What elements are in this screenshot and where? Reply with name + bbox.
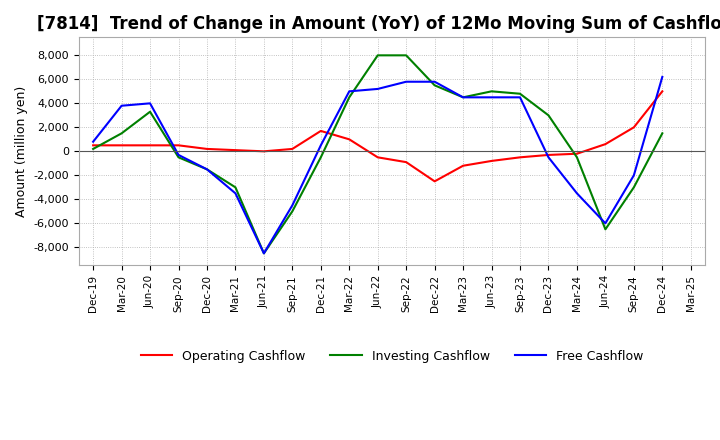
Investing Cashflow: [174, 155, 183, 160]
Investing Cashflow: [431, 83, 439, 88]
Free Cashflow: [89, 139, 97, 144]
Investing Cashflow: [374, 53, 382, 58]
Line: Free Cashflow: Free Cashflow: [93, 77, 662, 253]
Operating Cashflow: [601, 142, 610, 147]
Operating Cashflow: [345, 137, 354, 142]
Investing Cashflow: [145, 109, 154, 114]
Investing Cashflow: [317, 155, 325, 160]
Operating Cashflow: [572, 151, 581, 156]
Line: Investing Cashflow: Investing Cashflow: [93, 55, 662, 253]
Y-axis label: Amount (million yen): Amount (million yen): [15, 86, 28, 217]
Investing Cashflow: [516, 91, 524, 96]
Free Cashflow: [544, 155, 553, 160]
Investing Cashflow: [572, 155, 581, 160]
Operating Cashflow: [260, 149, 269, 154]
Operating Cashflow: [117, 143, 126, 148]
Investing Cashflow: [459, 95, 467, 100]
Free Cashflow: [260, 251, 269, 256]
Investing Cashflow: [658, 131, 667, 136]
Investing Cashflow: [629, 185, 638, 190]
Operating Cashflow: [516, 155, 524, 160]
Free Cashflow: [431, 79, 439, 84]
Free Cashflow: [374, 86, 382, 92]
Operating Cashflow: [89, 143, 97, 148]
Investing Cashflow: [345, 95, 354, 100]
Free Cashflow: [516, 95, 524, 100]
Free Cashflow: [231, 191, 240, 196]
Operating Cashflow: [374, 155, 382, 160]
Title: [7814]  Trend of Change in Amount (YoY) of 12Mo Moving Sum of Cashflows: [7814] Trend of Change in Amount (YoY) o…: [37, 15, 720, 33]
Free Cashflow: [402, 79, 410, 84]
Operating Cashflow: [629, 125, 638, 130]
Investing Cashflow: [487, 89, 496, 94]
Investing Cashflow: [288, 209, 297, 214]
Line: Operating Cashflow: Operating Cashflow: [93, 92, 662, 181]
Operating Cashflow: [317, 128, 325, 134]
Free Cashflow: [345, 89, 354, 94]
Operating Cashflow: [459, 163, 467, 169]
Free Cashflow: [288, 203, 297, 208]
Operating Cashflow: [544, 152, 553, 158]
Free Cashflow: [317, 143, 325, 148]
Investing Cashflow: [89, 146, 97, 151]
Investing Cashflow: [202, 167, 211, 172]
Investing Cashflow: [260, 251, 269, 256]
Free Cashflow: [572, 191, 581, 196]
Free Cashflow: [601, 221, 610, 226]
Operating Cashflow: [145, 143, 154, 148]
Investing Cashflow: [544, 113, 553, 118]
Free Cashflow: [459, 95, 467, 100]
Investing Cashflow: [601, 227, 610, 232]
Operating Cashflow: [402, 159, 410, 165]
Operating Cashflow: [174, 143, 183, 148]
Investing Cashflow: [231, 185, 240, 190]
Free Cashflow: [117, 103, 126, 108]
Operating Cashflow: [231, 147, 240, 153]
Legend: Operating Cashflow, Investing Cashflow, Free Cashflow: Operating Cashflow, Investing Cashflow, …: [135, 345, 648, 367]
Free Cashflow: [202, 167, 211, 172]
Free Cashflow: [629, 172, 638, 178]
Operating Cashflow: [431, 179, 439, 184]
Free Cashflow: [487, 95, 496, 100]
Investing Cashflow: [117, 131, 126, 136]
Free Cashflow: [174, 152, 183, 158]
Operating Cashflow: [487, 158, 496, 164]
Operating Cashflow: [658, 89, 667, 94]
Operating Cashflow: [202, 146, 211, 151]
Investing Cashflow: [402, 53, 410, 58]
Operating Cashflow: [288, 146, 297, 151]
Free Cashflow: [145, 101, 154, 106]
Free Cashflow: [658, 74, 667, 80]
